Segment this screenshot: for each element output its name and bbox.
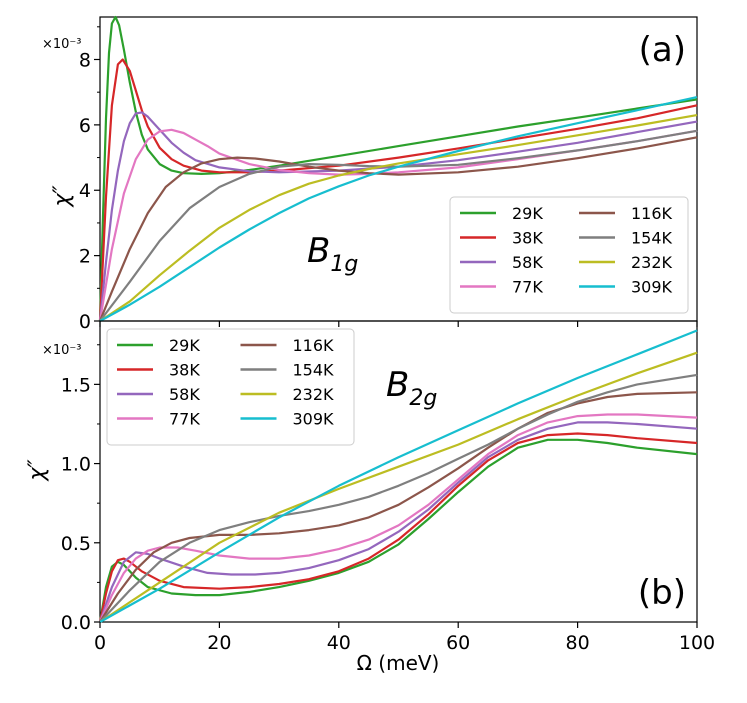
- panel-a-series-29K: [98, 15, 698, 322]
- panel-a-legend-label: 29K: [512, 204, 543, 223]
- panel-b-frame: [99, 320, 698, 623]
- panel-b-legend-label: 309K: [293, 410, 335, 429]
- panel-a-y-tick-label: 2: [79, 246, 91, 268]
- panel-b-series-38K: [98, 432, 698, 623]
- panel-b-x-ticks: 0 20 40 60 80 100: [94, 622, 715, 654]
- panel-b-label: (b): [638, 573, 686, 613]
- panel-a-series-58K: [98, 111, 698, 322]
- panel-b-y-ticks: 0.0 0.5 1.0 1.5: [61, 344, 100, 634]
- panel-b-legend-label: 38K: [169, 361, 200, 380]
- panel-b-lines: [98, 329, 698, 623]
- panel-b-legend-label: 29K: [169, 336, 200, 355]
- x-tick-label: 100: [679, 632, 715, 654]
- panel-b-series-58K: [98, 421, 698, 623]
- panel-b-legend-label: 77K: [169, 410, 200, 429]
- panel-b: 0.0 0.5 1.0 1.5 0 20 40 60 80 100 ×10⁻³ (b) χ″ Ω…: [25, 320, 715, 675]
- panel-a-scale-factor: ×10⁻³: [42, 37, 82, 52]
- panel-b-series-154K: [99, 373, 698, 623]
- panel-a-annotation: B1g: [307, 231, 358, 277]
- panel-a-x-ticks: [99, 321, 698, 327]
- panel-a-y-tick-label: 8: [79, 49, 91, 71]
- panel-a-lines: [98, 15, 698, 322]
- x-tick-label: 80: [566, 632, 590, 654]
- panel-b-y-tick-label: 0.5: [61, 533, 91, 555]
- x-tick-label: 20: [207, 632, 231, 654]
- x-tick-label: 0: [94, 632, 106, 654]
- panel-a-legend-label: 309K: [631, 278, 673, 297]
- panel-b-legend-label: 232K: [293, 385, 335, 404]
- panel-b-series-29K: [98, 438, 698, 623]
- panel-b-legend-label: 154K: [293, 361, 335, 380]
- panel-a-series-154K: [99, 129, 698, 322]
- panel-a-legend-label: 58K: [512, 253, 543, 272]
- x-tick-label: 40: [327, 632, 351, 654]
- panel-a-series-309K: [99, 96, 698, 322]
- panel-a-legend-label: 116K: [631, 204, 673, 223]
- panel-a-legend: 29K 38K 58K 77K 116K 154K 232K 309K: [449, 196, 689, 314]
- panel-b-series-232K: [99, 351, 698, 623]
- panel-b-legend-label: 58K: [169, 385, 200, 404]
- panel-a: 0 2 4 6 8 ×10⁻³ (a) χ″ B1g 29K 38K 58K 77K 116K 1…: [42, 15, 698, 333]
- panel-a-y-tick-label: 4: [79, 180, 91, 202]
- panel-b-legend: 29K 38K 58K 77K 116K 154K 232K 309K: [106, 328, 355, 446]
- panel-b-series-309K: [99, 329, 698, 623]
- panel-b-legend-frame: [106, 328, 355, 446]
- panel-a-y-ticks: 0 2 4 6 8: [79, 26, 100, 333]
- panel-b-annotation: B2g: [386, 365, 437, 411]
- panel-a-legend-frame: [449, 196, 689, 314]
- x-axis-label: Ω (meV): [357, 651, 440, 675]
- panel-b-y-tick-label: 1.0: [61, 454, 91, 476]
- panel-b-legend-label: 116K: [293, 336, 335, 355]
- panel-a-legend-label: 38K: [512, 229, 543, 248]
- panel-a-legend-label: 154K: [631, 229, 673, 248]
- panel-a-legend-label: 77K: [512, 278, 543, 297]
- panel-a-y-tick-label: 6: [79, 115, 91, 137]
- panel-a-series-116K: [98, 136, 698, 322]
- panel-a-legend-label: 232K: [631, 253, 673, 272]
- x-tick-label: 60: [446, 632, 470, 654]
- panel-a-label: (a): [639, 30, 686, 70]
- panel-a-series-232K: [99, 114, 698, 322]
- panel-a-ylabel: χ″: [50, 185, 75, 208]
- panel-b-scale-factor: ×10⁻³: [42, 343, 82, 358]
- panel-b-series-77K: [98, 413, 698, 623]
- panel-b-y-tick-label: 1.5: [61, 374, 91, 396]
- panel-a-y-tick-label: 0: [79, 311, 91, 333]
- panel-b-y-tick-label: 0.0: [61, 612, 91, 634]
- panel-b-ylabel: χ″: [25, 459, 50, 482]
